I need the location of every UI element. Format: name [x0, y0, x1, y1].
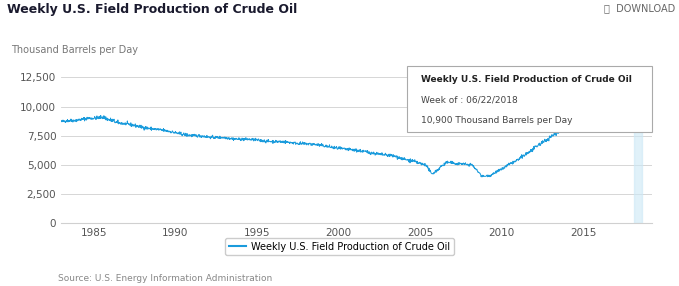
Text: Source: U.S. Energy Information Administration: Source: U.S. Energy Information Administ…	[58, 274, 272, 283]
Text: Week of : 06/22/2018: Week of : 06/22/2018	[422, 96, 518, 105]
Text: Weekly U.S. Field Production of Crude Oil: Weekly U.S. Field Production of Crude Oi…	[422, 75, 632, 84]
Text: ⤓  DOWNLOAD: ⤓ DOWNLOAD	[604, 3, 676, 13]
Text: Thousand Barrels per Day: Thousand Barrels per Day	[11, 45, 138, 55]
Text: 10,900 Thousand Barrels per Day: 10,900 Thousand Barrels per Day	[422, 116, 573, 125]
Bar	[634, 66, 642, 223]
Text: Weekly U.S. Field Production of Crude Oil: Weekly U.S. Field Production of Crude Oi…	[7, 3, 297, 16]
Legend: Weekly U.S. Field Production of Crude Oil: Weekly U.S. Field Production of Crude Oi…	[225, 238, 454, 255]
FancyBboxPatch shape	[407, 66, 652, 132]
